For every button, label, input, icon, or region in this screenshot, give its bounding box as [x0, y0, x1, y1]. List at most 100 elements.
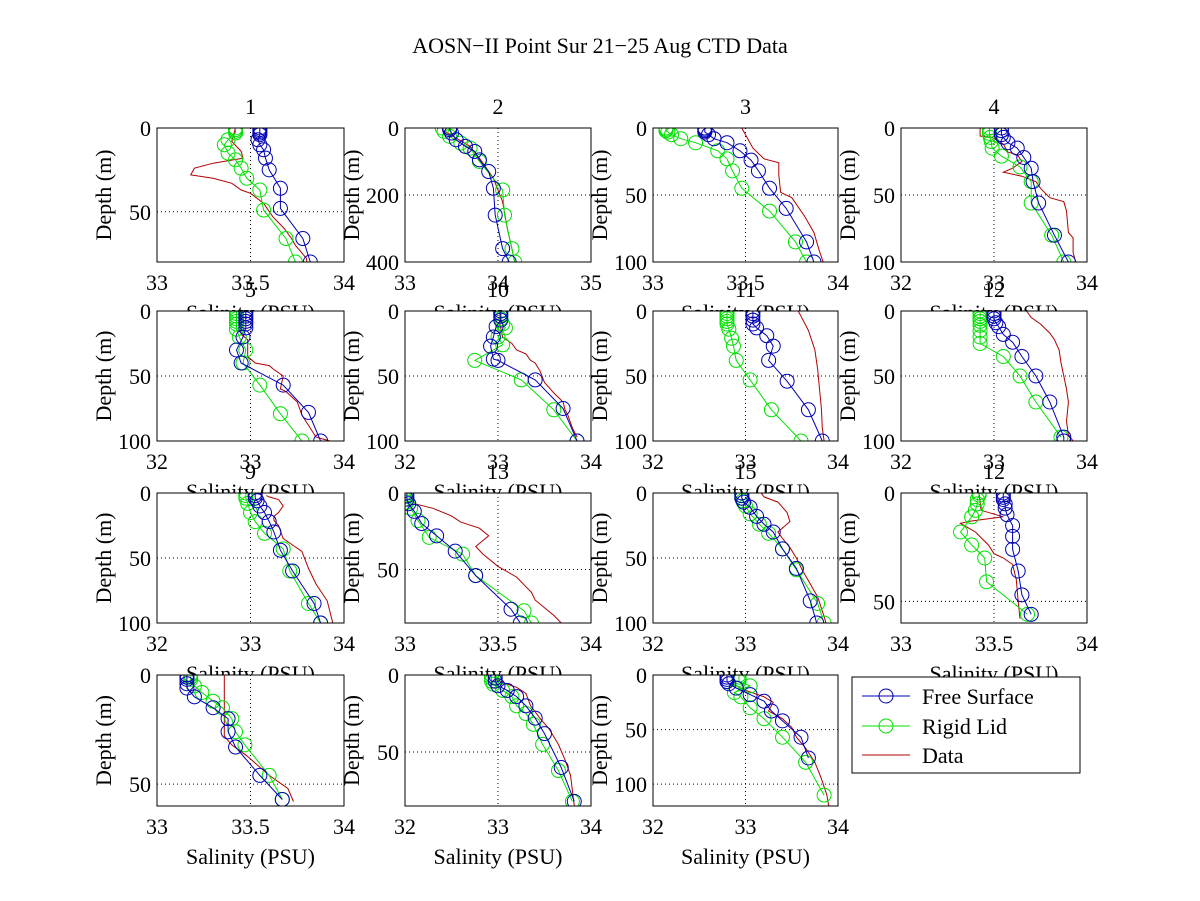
- rigid-lid-marker: [239, 170, 255, 186]
- axes-box: [652, 310, 839, 442]
- y-tick-label: 0: [636, 481, 647, 506]
- free-surface-marker: [429, 528, 445, 544]
- y-tick-label: 200: [366, 183, 399, 208]
- y-tick-label: 0: [884, 116, 895, 141]
- rigid-lid-marker: [300, 596, 316, 611]
- y-tick-label: 400: [366, 250, 399, 275]
- x-tick-label: 33: [146, 270, 168, 295]
- free-surface-marker: [1000, 135, 1016, 151]
- free-surface-marker: [405, 496, 417, 512]
- x-tick-label: 33: [487, 814, 509, 839]
- y-axis-label: Depth (m): [835, 512, 860, 603]
- x-tick-label: 33: [735, 449, 757, 474]
- free-surface-marker: [800, 750, 816, 766]
- series-group: [953, 493, 1039, 622]
- free-surface-marker: [490, 352, 506, 368]
- y-tick-label: 100: [614, 772, 647, 797]
- y-tick-label: 0: [140, 116, 151, 141]
- rigid-lid-marker: [252, 377, 268, 393]
- rigid-lid-line: [223, 128, 296, 262]
- free-surface-marker: [518, 698, 534, 714]
- y-tick-label: 0: [388, 481, 399, 506]
- series-group: [189, 128, 318, 262]
- y-tick-label: 100: [614, 429, 647, 454]
- free-surface-marker: [252, 767, 268, 783]
- x-tick-label: 33.5: [975, 631, 1014, 656]
- legend-entry-free-surface: Free Surface: [862, 684, 1034, 709]
- panel-15: 32 33 34 0 50 100 Salinity (PSU) Depth (m): [587, 663, 849, 869]
- x-tick-label: 32: [146, 631, 168, 656]
- axes-box: [900, 127, 1088, 263]
- series-group: [467, 311, 585, 441]
- rigid-lid-marker: [228, 152, 244, 168]
- x-tick-label: 33: [735, 631, 757, 656]
- free-surface-marker: [749, 320, 765, 336]
- x-tick-label: 34: [487, 270, 509, 295]
- y-tick-label: 100: [366, 429, 399, 454]
- x-tick-label: 33: [735, 814, 757, 839]
- rigid-lid-marker: [977, 550, 993, 566]
- x-tick-label: 34: [1076, 270, 1098, 295]
- free-surface-line: [449, 128, 510, 262]
- rigid-lid-marker: [972, 336, 988, 351]
- plot-area: [405, 675, 591, 806]
- rigid-lid-marker: [237, 737, 253, 753]
- axes-box: [900, 310, 1088, 442]
- free-surface-line: [254, 493, 322, 623]
- y-tick-label: 0: [388, 663, 399, 688]
- series-group: [483, 675, 582, 806]
- free-surface-line: [704, 128, 815, 262]
- rigid-lid-marker: [228, 311, 244, 319]
- free-surface-marker: [527, 710, 543, 726]
- x-axis-label: Salinity (PSU): [434, 844, 563, 869]
- free-surface-marker: [233, 355, 249, 371]
- rigid-lid-marker: [724, 330, 740, 346]
- x-tick-label: 32: [642, 449, 664, 474]
- rigid-lid-marker: [228, 128, 244, 136]
- rigid-lid-marker: [734, 180, 750, 196]
- x-tick-label: 33: [642, 270, 664, 295]
- free-surface-marker: [205, 700, 221, 716]
- rigid-lid-marker: [261, 767, 277, 783]
- data-line: [731, 683, 830, 806]
- free-surface-marker: [272, 542, 288, 558]
- axes-box: [404, 492, 592, 624]
- free-surface-marker: [414, 516, 430, 532]
- series-group: [734, 493, 832, 623]
- free-surface-marker: [553, 759, 569, 775]
- free-surface-marker: [1042, 394, 1058, 410]
- rigid-lid-marker: [507, 254, 523, 262]
- panel-title: 12: [983, 459, 1005, 484]
- free-surface-marker: [995, 493, 1011, 501]
- rigid-lid-marker: [240, 495, 256, 511]
- free-surface-marker: [252, 137, 268, 153]
- free-surface-marker: [509, 689, 525, 705]
- rigid-lid-marker: [546, 402, 562, 418]
- rigid-lid-marker: [405, 493, 413, 507]
- rigid-lid-marker: [816, 615, 832, 623]
- free-surface-marker: [986, 311, 1002, 327]
- x-tick-label: 33: [394, 631, 416, 656]
- rigid-lid-marker: [216, 137, 232, 153]
- rigid-lid-marker: [455, 546, 471, 562]
- free-surface-marker: [995, 326, 1011, 342]
- free-surface-marker: [1056, 433, 1072, 441]
- free-surface-marker: [1060, 254, 1076, 262]
- rigid-lid-marker: [971, 493, 987, 501]
- free-surface-marker: [252, 128, 268, 136]
- panel-title: 9: [245, 459, 256, 484]
- x-tick-label: 32: [890, 449, 912, 474]
- free-surface-marker: [779, 373, 795, 389]
- y-tick-label: 100: [862, 250, 895, 275]
- rigid-lid-marker: [964, 537, 980, 553]
- free-surface-marker: [765, 338, 781, 354]
- free-surface-marker: [487, 207, 503, 223]
- rigid-lid-marker: [719, 151, 735, 167]
- y-tick-label: 0: [884, 299, 895, 324]
- free-surface-marker: [745, 311, 761, 319]
- series-group: [238, 493, 334, 623]
- x-tick-label: 34: [580, 449, 602, 474]
- y-tick-label: 50: [625, 718, 647, 743]
